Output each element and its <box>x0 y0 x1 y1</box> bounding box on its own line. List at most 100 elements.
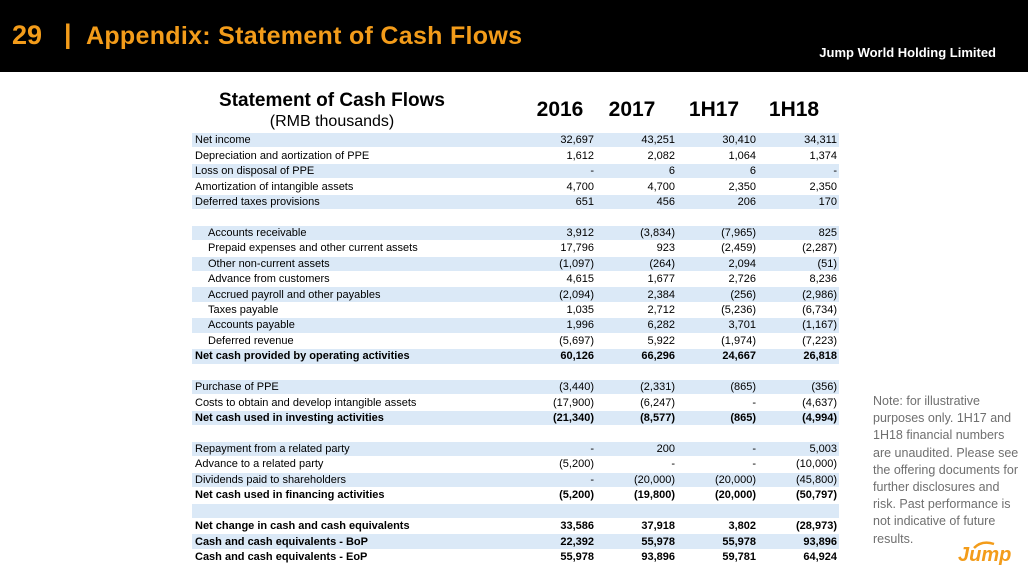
table-row <box>192 365 839 380</box>
row-value: (256) <box>730 288 756 301</box>
table-body: Net income 32,697 43,251 30,410 34,311 Deprec… <box>192 133 839 566</box>
row-value: 55,978 <box>641 535 675 548</box>
row-label: Amortization of intangible assets <box>195 180 354 193</box>
row-value: (10,000) <box>796 458 837 471</box>
row-value: (20,000) <box>634 473 675 486</box>
row-value: 17,796 <box>560 242 594 255</box>
row-value: (865) <box>730 412 756 425</box>
row-value: 32,697 <box>560 134 594 147</box>
row-value: (3,834) <box>640 226 675 239</box>
table-row: Amortization of intangible assets 4,700 4,… <box>192 179 839 195</box>
row-value: 2,350 <box>728 180 756 193</box>
row-label: Taxes payable <box>208 304 279 317</box>
row-label: Net cash used in financing activities <box>195 489 385 502</box>
table-row: Accrued payroll and other payables (2,094… <box>192 287 839 303</box>
row-value: - <box>833 165 837 178</box>
row-value: (51) <box>817 257 837 270</box>
column-header: 1H17 <box>688 98 740 121</box>
table-row: Costs to obtain and develop intangible a… <box>192 395 839 411</box>
row-value: 3,912 <box>566 226 594 239</box>
row-value: 6 <box>749 165 756 178</box>
row-value: 34,311 <box>804 134 837 147</box>
row-value: (3,440) <box>559 381 594 394</box>
row-value: 3,802 <box>728 520 756 533</box>
row-value: 1,996 <box>566 319 594 332</box>
row-value: 2,082 <box>647 149 675 162</box>
logo-swoosh-icon <box>973 541 995 549</box>
row-value: (20,000) <box>715 473 756 486</box>
row-label: Depreciation and aortization of PPE <box>195 149 370 162</box>
row-value: 1,035 <box>566 304 594 317</box>
row-value: (2,331) <box>640 381 675 394</box>
row-value: (7,223) <box>802 334 837 347</box>
row-value: - <box>752 442 756 455</box>
table-row: Depreciation and aortization of PPE 1,612… <box>192 148 839 164</box>
row-value: - <box>752 396 756 409</box>
row-value: (264) <box>649 257 675 270</box>
table-row: Net cash used in investing activities (21… <box>192 410 839 427</box>
table-row: Purchase of PPE (3,440) (2,331) (865) (356) <box>192 380 839 396</box>
row-value: - <box>590 165 594 178</box>
row-value: (21,340) <box>553 412 594 425</box>
table-row: Dividends paid to shareholders - (20,000) (… <box>192 472 839 489</box>
row-value: (17,900) <box>553 396 594 409</box>
table-row <box>192 426 839 442</box>
column-header: 2016 <box>536 98 584 121</box>
row-value: 923 <box>656 242 675 255</box>
row-value: 651 <box>575 195 594 208</box>
column-header: 1H18 <box>768 98 820 121</box>
row-label: Accrued payroll and other payables <box>208 288 381 301</box>
company-name: Jump World Holding Limited <box>819 45 996 60</box>
row-value: (20,000) <box>715 489 756 502</box>
row-value: 4,700 <box>647 180 675 193</box>
row-value: (5,236) <box>721 304 756 317</box>
row-value: 33,586 <box>560 520 594 533</box>
row-label: Purchase of PPE <box>195 381 279 394</box>
row-label: Costs to obtain and develop intangible a… <box>195 396 417 409</box>
row-label: Net cash provided by operating activitie… <box>195 350 410 363</box>
row-value: 30,410 <box>722 134 756 147</box>
slide-title: Appendix: Statement of Cash Flows <box>86 22 523 50</box>
row-value: (5,697) <box>559 334 594 347</box>
row-label: Dividends paid to shareholders <box>195 473 347 486</box>
row-value: (4,994) <box>802 412 837 425</box>
row-value: (28,973) <box>796 520 837 533</box>
row-value: (865) <box>730 381 756 394</box>
row-value: 2,712 <box>647 304 675 317</box>
row-value: 1,677 <box>647 273 675 286</box>
row-label: Net change in cash and cash equivalents <box>195 520 410 533</box>
row-label: Cash and cash equivalents - EoP <box>195 551 368 564</box>
row-value: (5,200) <box>559 489 594 502</box>
row-value: 55,978 <box>560 551 594 564</box>
row-label: Deferred revenue <box>208 334 294 347</box>
row-value: (6,734) <box>802 304 837 317</box>
table-row: Net cash used in financing activities (5,… <box>192 488 839 504</box>
cash-flow-table: Statement of Cash Flows (RMB thousands) … <box>192 86 839 566</box>
column-header: 2017 <box>608 98 656 121</box>
row-value: (1,974) <box>721 334 756 347</box>
row-value: 5,922 <box>647 334 675 347</box>
row-value: (50,797) <box>796 489 837 502</box>
row-value: (45,800) <box>796 473 837 486</box>
row-value: 2,726 <box>728 273 756 286</box>
row-value: (356) <box>811 381 837 394</box>
row-value: 3,701 <box>728 319 756 332</box>
row-value: 2,384 <box>647 288 675 301</box>
row-label: Advance from customers <box>208 273 330 286</box>
table-row: Repayment from a related party - 200 - 5,003 <box>192 441 839 458</box>
row-value: (2,459) <box>721 242 756 255</box>
row-value: 2,094 <box>728 257 756 270</box>
row-value: 26,818 <box>803 350 837 363</box>
table-row: Cash and cash equivalents - EoP 55,978 93,… <box>192 550 839 566</box>
row-value: 2,350 <box>809 180 837 193</box>
row-value: 6 <box>668 165 675 178</box>
table-row: Net income 32,697 43,251 30,410 34,311 <box>192 133 839 149</box>
row-value: 24,667 <box>722 350 756 363</box>
row-value: - <box>752 458 756 471</box>
row-value: (4,637) <box>802 396 837 409</box>
row-value: 64,924 <box>803 551 837 564</box>
row-value: (1,167) <box>802 319 837 332</box>
row-value: 825 <box>818 226 837 239</box>
table-row <box>192 210 839 226</box>
row-label: Net cash used in investing activities <box>195 412 384 425</box>
